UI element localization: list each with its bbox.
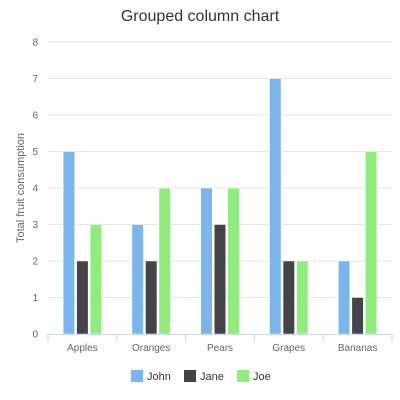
bar-jane-oranges <box>145 260 158 335</box>
x-tick-label: Pears <box>207 343 233 354</box>
legend-label: John <box>147 371 171 383</box>
legend-label: Jane <box>200 371 224 383</box>
legend-swatch <box>184 370 196 382</box>
bars <box>62 78 378 335</box>
y-tick-label: 3 <box>32 220 38 231</box>
bar-jane-grapes <box>282 260 295 335</box>
y-tick-label: 7 <box>32 74 38 85</box>
bar-john-bananas <box>338 260 351 335</box>
legend-item-john[interactable]: John <box>131 370 171 383</box>
y-tick-label: 4 <box>32 184 38 195</box>
bar-jane-pears <box>214 224 226 335</box>
legend-swatch <box>237 370 249 382</box>
y-axis-title: Total fruit consumption <box>15 133 27 243</box>
y-tick-label: 5 <box>32 147 38 158</box>
bar-john-grapes <box>269 78 282 335</box>
bar-john-apples <box>62 151 75 335</box>
bar-john-pears <box>200 187 213 335</box>
legend-item-joe[interactable]: Joe <box>237 370 271 383</box>
bar-joe-grapes <box>296 260 309 335</box>
bar-jane-bananas <box>351 297 364 335</box>
x-axis-ticks <box>47 334 393 342</box>
legend: John Jane Joe <box>131 370 271 383</box>
y-tick-label: 1 <box>32 293 38 304</box>
y-tick-label: 2 <box>32 257 38 268</box>
x-tick-label: Grapes <box>272 343 305 354</box>
bar-joe-bananas <box>365 151 378 335</box>
x-axis-labels: Apples Oranges Pears Grapes Bananas <box>67 343 377 354</box>
bar-jane-apples <box>76 260 89 335</box>
y-tick-label: 6 <box>32 111 38 122</box>
bar-joe-apples <box>89 224 102 335</box>
legend-swatch <box>131 370 143 382</box>
y-tick-label: 8 <box>32 38 38 49</box>
bar-joe-pears <box>227 187 240 335</box>
x-tick-label: Oranges <box>132 343 170 354</box>
y-axis-ticks: 0 1 2 3 4 5 6 7 8 <box>32 38 38 341</box>
legend-item-jane[interactable]: Jane <box>184 370 224 383</box>
bar-joe-oranges <box>158 187 171 335</box>
x-tick-label: Bananas <box>338 343 377 354</box>
x-tick-label: Apples <box>67 343 98 354</box>
legend-label: Joe <box>253 371 271 383</box>
chart-title: Grouped column chart <box>121 8 280 25</box>
bar-john-oranges <box>131 224 144 335</box>
y-tick-label: 0 <box>32 330 38 341</box>
